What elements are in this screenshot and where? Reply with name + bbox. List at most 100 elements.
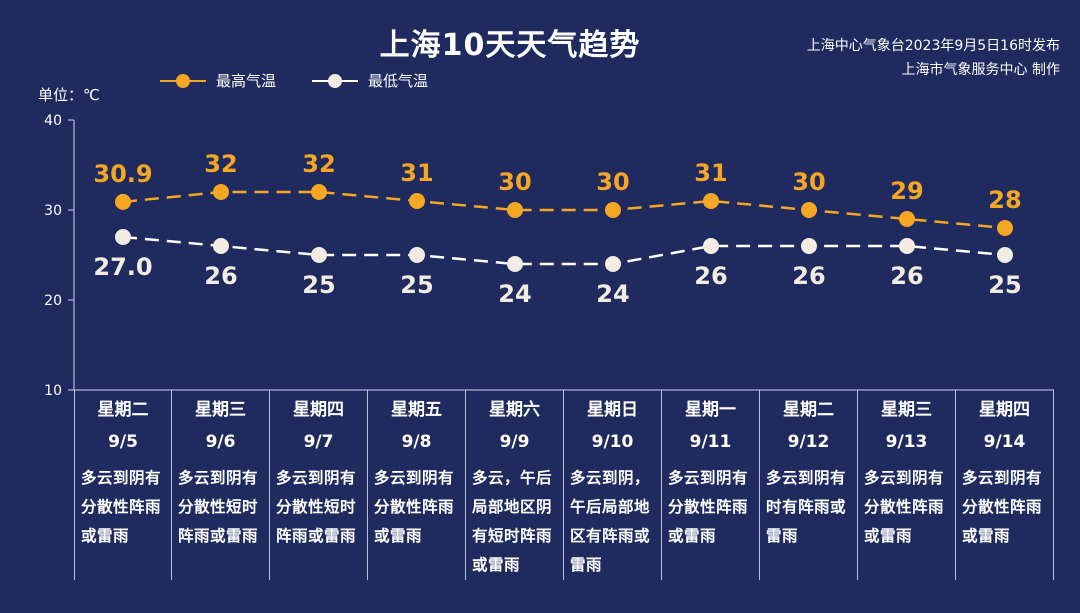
weekday-label: 星期五 — [391, 400, 442, 420]
weather-text-line: 分散性短时 — [276, 498, 357, 516]
day-header: 星期三 9/6 — [172, 390, 269, 460]
weekday-label: 星期四 — [293, 400, 344, 420]
weekday-label: 星期日 — [587, 400, 638, 420]
weather-description: 多云到阴有 分散性阵雨 或雷雨 — [368, 460, 465, 551]
weather-text-line: 或雷雨 — [864, 527, 913, 545]
data-point-low — [605, 256, 621, 272]
day-header: 星期二 9/5 — [75, 390, 171, 460]
weather-text-line: 或雷雨 — [374, 527, 423, 545]
series-line-high — [122, 190, 1006, 230]
weekday-label: 星期一 — [685, 400, 736, 420]
weather-text-line: 分散性阵雨 — [668, 498, 749, 516]
weekday-label: 星期三 — [195, 400, 246, 420]
date-label: 9/9 — [499, 432, 530, 452]
day-column: 星期六 9/9 多云，午后 局部地区阴 有短时阵雨 或雷雨 — [466, 390, 564, 580]
data-label-low: 26 — [792, 262, 825, 290]
weather-text-line: 时有阵雨或 — [766, 498, 847, 516]
weather-description: 多云到阴， 午后局部地 区有阵雨或 雷雨 — [564, 460, 661, 580]
date-label: 9/13 — [885, 432, 928, 452]
data-label-low: 27.0 — [93, 253, 152, 281]
legend-high-marker-icon — [160, 73, 206, 88]
weather-text-line: 午后局部地 — [570, 498, 651, 516]
data-point-low — [997, 247, 1013, 263]
weather-text-line: 区有阵雨或 — [570, 527, 651, 545]
weather-text-line: 局部地区阴 — [472, 498, 553, 516]
y-tick-label: 10 — [44, 383, 62, 399]
weather-description: 多云，午后 局部地区阴 有短时阵雨 或雷雨 — [466, 460, 563, 580]
weather-text-line: 多云到阴有 — [668, 469, 749, 487]
weather-text-line: 或雷雨 — [472, 556, 521, 574]
weather-text-line: 多云到阴有 — [766, 469, 847, 487]
day-header: 星期一 9/11 — [662, 390, 759, 460]
weather-description: 多云到阴有分散性阵雨或雷雨 — [662, 460, 759, 551]
weather-text-line: 分散性阵雨 — [864, 498, 945, 516]
weather-text-line: 多云到阴有 — [962, 469, 1043, 487]
weather-text-line: 雷雨 — [570, 556, 603, 574]
data-label-low: 25 — [988, 271, 1021, 299]
issuer-line-1: 上海中心气象台2023年9月5日16时发布 — [806, 38, 1060, 54]
series-line-low — [122, 235, 1006, 266]
weather-text-line: 多云到阴有 — [864, 469, 945, 487]
weekday-label: 星期二 — [97, 400, 149, 420]
date-label: 9/5 — [108, 432, 138, 452]
data-label-high: 30.9 — [93, 160, 152, 188]
legend-high-label: 最高气温 — [216, 72, 277, 90]
date-label: 9/10 — [591, 432, 634, 452]
data-point-high — [899, 211, 915, 227]
data-label-low: 26 — [890, 262, 923, 290]
weekday-label: 星期三 — [881, 400, 932, 420]
data-point-high — [213, 184, 229, 200]
legend-low-marker-icon — [312, 73, 359, 88]
y-tick-label: 20 — [44, 293, 62, 309]
day-column: 星期三 9/6 多云到阴有 分散性短时 阵雨或雷雨 — [172, 390, 270, 580]
weather-text-line: 多云到阴有 — [276, 469, 357, 487]
day-header: 星期日 9/10 — [564, 390, 661, 460]
data-point-low — [409, 247, 425, 263]
legend-item-low: 最低气温 — [312, 70, 428, 91]
data-point-low — [801, 238, 817, 254]
data-point-high — [703, 193, 719, 209]
day-column: 星期五 9/8 多云到阴有 分散性阵雨 或雷雨 — [368, 390, 466, 580]
data-point-low — [507, 256, 523, 272]
data-label-low: 24 — [498, 280, 531, 308]
date-label: 9/7 — [303, 432, 334, 452]
data-label-high: 32 — [302, 150, 335, 178]
weather-text-line: 或雷雨 — [668, 527, 717, 545]
data-label-low: 25 — [302, 271, 335, 299]
data-point-low — [311, 247, 327, 263]
data-label-high: 28 — [988, 186, 1021, 214]
weekday-label: 星期四 — [979, 400, 1030, 420]
data-label-low: 24 — [596, 280, 629, 308]
data-point-low — [899, 238, 915, 254]
chart-title: 上海10天天气趋势 — [379, 28, 641, 63]
unit-label: 单位：℃ — [38, 86, 100, 104]
data-point-high — [409, 193, 425, 209]
data-label-low: 25 — [400, 271, 433, 299]
data-point-low — [115, 229, 131, 245]
weather-text-line: 分散性阵雨 — [81, 498, 162, 516]
weather-description: 多云到阴有 分散性阵雨 或雷雨 — [75, 460, 171, 551]
data-point-high — [605, 202, 621, 218]
day-column: 星期四 9/14 多云到阴有 分散性阵雨 或雷雨 — [956, 390, 1054, 580]
data-label-high: 32 — [204, 150, 237, 178]
date-label: 9/14 — [983, 432, 1026, 452]
weather-text-line: 多云到阴有 — [81, 469, 162, 487]
day-column: 星期四 9/7 多云到阴有分散性短时阵雨或雷雨 — [270, 390, 368, 580]
day-column: 星期日 9/10 多云到阴， 午后局部地 区有阵雨或 雷雨 — [564, 390, 662, 580]
day-header: 星期四 9/14 — [956, 390, 1053, 460]
day-header: 星期二 9/12 — [760, 390, 857, 460]
y-tick-label: 30 — [44, 203, 62, 219]
day-column: 星期三 9/13 多云到阴有分散性阵雨或雷雨 — [858, 390, 956, 580]
weather-text-line: 分散性阵雨 — [374, 498, 455, 516]
date-label: 9/12 — [787, 432, 830, 452]
weather-text-line: 阵雨或雷雨 — [276, 527, 357, 545]
day-column: 星期二 9/5 多云到阴有 分散性阵雨 或雷雨 — [74, 390, 172, 580]
weather-description: 多云到阴有 分散性短时 阵雨或雷雨 — [172, 460, 269, 551]
data-point-high — [997, 220, 1013, 236]
weather-text-line: 分散性短时 — [178, 498, 259, 516]
data-label-low: 26 — [204, 262, 237, 290]
weather-text-line: 分散性阵雨 — [962, 498, 1043, 516]
legend-item-high: 最高气温 — [160, 70, 276, 91]
day-header: 星期三 9/13 — [858, 390, 955, 460]
weather-description: 多云到阴有 分散性阵雨 或雷雨 — [956, 460, 1053, 551]
